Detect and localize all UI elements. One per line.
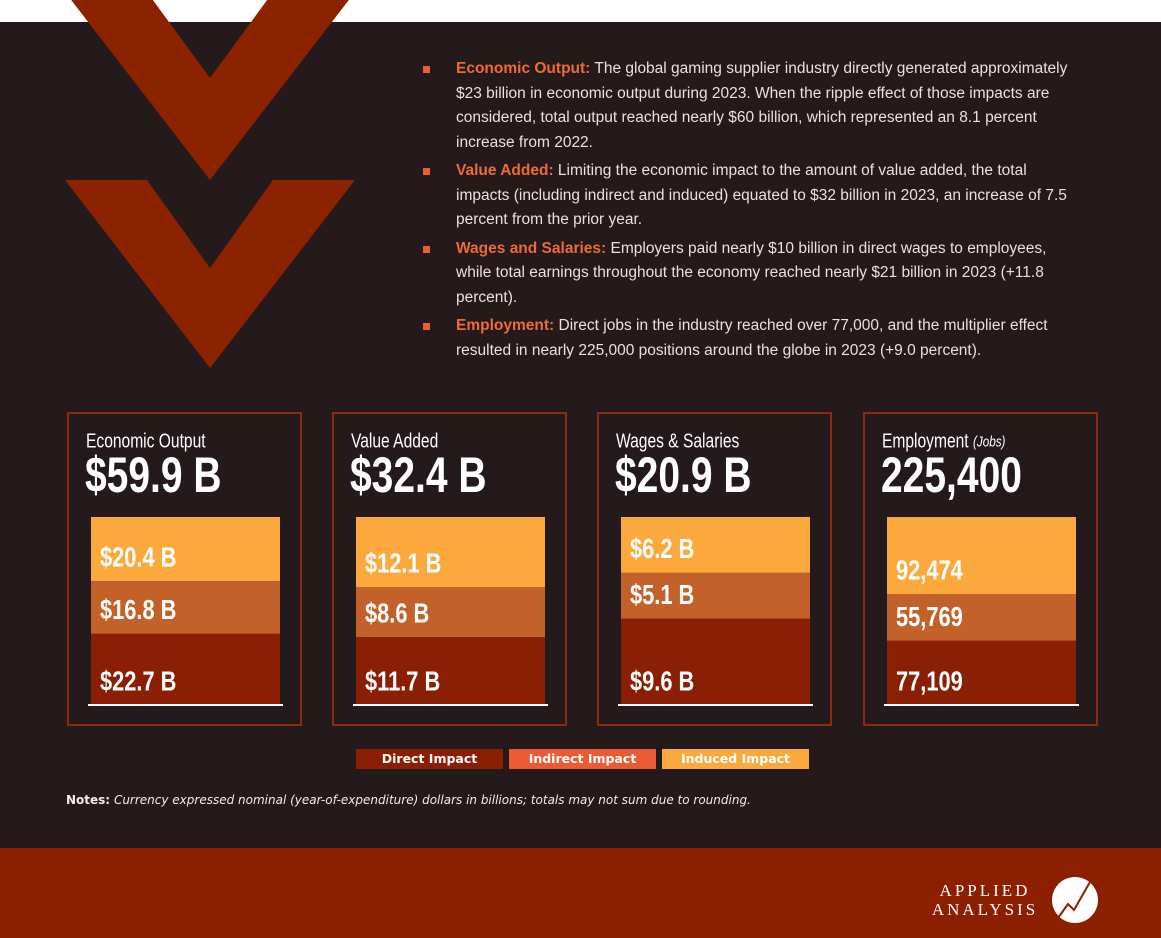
bar-segment [621, 517, 810, 573]
bullet-label: Value Added: [456, 162, 554, 179]
logo-arrow [1057, 881, 1091, 919]
chart-total: 225,400 [881, 446, 1022, 503]
bar-segment [621, 572, 810, 619]
chart-panel: Wages & Salaries$20.9 B $9.6 B $5.1 B $6.2 … [597, 412, 832, 726]
legend-item: Direct Impact [356, 749, 503, 769]
bullet-list: Economic Output: The global gaming suppl… [420, 57, 1080, 367]
panel-border [863, 412, 1098, 726]
bullet: Employment: Direct jobs in the industry … [420, 314, 1080, 363]
bar-label: $22.7 B [100, 666, 176, 697]
bullet: Value Added: Limiting the economic impac… [420, 159, 1080, 233]
bullet: Economic Output: The global gaming suppl… [420, 57, 1080, 155]
bar-segment [887, 640, 1076, 705]
bar-segment [91, 517, 280, 582]
bar-label: $8.6 B [365, 598, 429, 629]
panel-border [597, 412, 832, 726]
chart-panel: Employment (Jobs)225,400 77,109 55,769 92,4… [863, 412, 1098, 726]
bar-segment [91, 633, 280, 705]
logo: APPLIED ANALYSIS [932, 877, 1098, 923]
legend: Direct Impact Indirect Impact Induced Impa… [356, 749, 809, 769]
bar-segment [356, 637, 545, 705]
bar-label: $11.7 B [365, 666, 440, 697]
chart-title-text: Wages & Salaries [616, 429, 739, 451]
bar-label: 77,109 [896, 666, 963, 697]
top-band [0, 0, 1161, 22]
bar-segment [887, 594, 1076, 641]
bar-segment [887, 517, 1076, 595]
notes-text: Currency expressed nominal (year-of-expe… [113, 793, 751, 807]
bullet-marker [423, 323, 430, 330]
chart-total: $20.9 B [615, 446, 752, 503]
chart-unit: (Jobs) [973, 433, 1005, 450]
chart-panel: Value Added$32.4 B $11.7 B $8.6 B $12.1 B [332, 412, 567, 726]
bar-label: $16.8 B [100, 595, 176, 626]
bar-label: $12.1 B [365, 548, 441, 579]
chart-panel: Economic Output$59.9 B $22.7 B $16.8 B $20.… [67, 412, 302, 726]
bar-segment [356, 517, 545, 588]
bar-label: 55,769 [896, 602, 963, 633]
logo-text: ANALYSIS [932, 900, 1038, 919]
notes: Notes: Currency expressed nominal (year-… [66, 793, 751, 807]
bar-label: $5.1 B [630, 580, 694, 611]
bullet-text: Employers paid nearly $10 billion in dir… [456, 239, 1047, 306]
legend-item: Indirect Impact [509, 749, 656, 769]
panel-border [332, 412, 567, 726]
chart-title: Value Added [351, 429, 438, 451]
bullet-label: Wages and Salaries: [456, 239, 607, 257]
bar-label: $6.2 B [630, 534, 694, 565]
bullet-marker [423, 245, 430, 253]
bar-label: 92,474 [896, 555, 963, 586]
bullet: Wages and Salaries: Employers paid nearl… [420, 237, 1080, 311]
bullet-label: Economic Output: [456, 60, 591, 77]
bar-segment [91, 581, 280, 634]
bar-segment [621, 618, 810, 705]
chart-title: Employment (Jobs) [882, 429, 1005, 451]
panel-border [67, 412, 302, 726]
chevron [65, 180, 355, 368]
chart-title-text: Economic Output [86, 429, 206, 451]
chart-title-text: Employment [882, 429, 969, 451]
bullet-label: Employment: [456, 317, 555, 334]
chart-title: Wages & Salaries [616, 429, 739, 451]
bar-segment [356, 587, 545, 638]
chart-title: Economic Output [86, 429, 206, 451]
bullet-text: Limiting the economic impact to the amou… [456, 162, 1067, 228]
footer-band [0, 848, 1161, 938]
chevron [71, 0, 349, 180]
notes-label: Notes: [66, 793, 111, 807]
legend-item: Induced Impact [662, 749, 809, 769]
chart-total: $32.4 B [350, 446, 487, 503]
bullet-text: Direct jobs in the industry reached over… [456, 317, 1048, 359]
bar-label: $9.6 B [630, 666, 694, 697]
logo-text: APPLIED [940, 881, 1031, 900]
bullet-marker [423, 66, 430, 73]
chart-total: $59.9 B [85, 446, 222, 503]
bar-label: $20.4 B [100, 542, 176, 573]
bullet-text: The global gaming supplier industry dire… [456, 60, 1068, 151]
bullet-marker [423, 168, 430, 175]
chart-title-text: Value Added [351, 429, 438, 451]
